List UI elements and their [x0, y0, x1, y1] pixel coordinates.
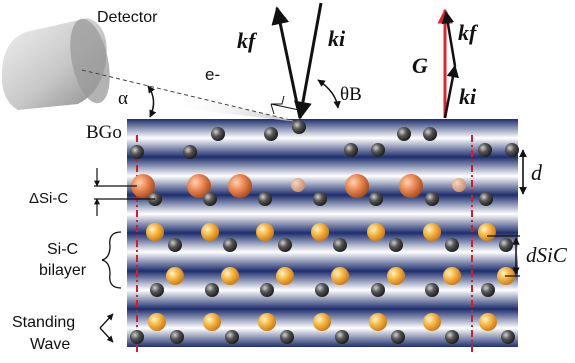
atom-c	[371, 143, 385, 157]
theta-b-label: θB	[340, 84, 362, 105]
atom-c	[264, 127, 278, 141]
atom-si	[423, 313, 441, 331]
atom-si	[221, 267, 239, 285]
atom-c	[205, 283, 219, 297]
atom-c	[478, 143, 492, 157]
atom-c	[313, 192, 327, 206]
atom-c	[260, 283, 274, 297]
atom-c	[445, 330, 459, 344]
atom-si	[313, 313, 331, 331]
atom-c	[280, 330, 294, 344]
sic-bilayer-label-1: Si-C	[47, 241, 78, 258]
kf-arrow	[271, 6, 302, 119]
atom-si	[276, 267, 294, 285]
detector-sightline	[81, 69, 300, 123]
atom-c	[369, 192, 383, 206]
atom-c	[389, 238, 403, 252]
surface-normal-hint	[270, 103, 300, 111]
right-angle-marker	[271, 95, 285, 105]
alpha-label: α	[118, 88, 128, 109]
atom-si	[166, 267, 184, 285]
atom-c	[130, 330, 144, 344]
atom-si	[148, 313, 166, 331]
atom-si	[478, 223, 496, 241]
atom-si	[399, 174, 423, 198]
kf-arrow-right	[441, 10, 457, 67]
atom-c	[445, 238, 459, 252]
atom-c	[278, 238, 292, 252]
dsic-label: dSiC	[526, 243, 568, 267]
atom-si	[228, 174, 252, 198]
atoms	[130, 120, 519, 344]
theta-arc	[317, 79, 341, 109]
atom-si	[187, 174, 211, 198]
atom-si	[256, 223, 274, 241]
atom-c	[479, 192, 493, 206]
atom-c	[425, 283, 439, 297]
atom-c	[397, 127, 411, 141]
atom-c	[223, 238, 237, 252]
detector-label: Detector	[97, 9, 158, 26]
d-label: d	[531, 160, 543, 185]
atom-c	[203, 192, 217, 206]
atom-si	[452, 178, 466, 192]
atom-c	[258, 192, 272, 206]
plane-line	[270, 103, 275, 115]
atom-c	[183, 145, 197, 159]
atom-c	[391, 330, 405, 344]
ki-arrow-right	[443, 64, 460, 119]
atom-si	[345, 174, 369, 198]
atom-c	[505, 143, 519, 157]
atom-si	[423, 223, 441, 241]
atom-c	[168, 238, 182, 252]
alpha-arc	[147, 85, 157, 118]
atom-si	[479, 313, 497, 331]
standing-label-1: Standing	[12, 314, 75, 331]
kf-label-left: kf	[237, 28, 258, 53]
atom-c	[423, 127, 437, 141]
atom-c	[499, 238, 513, 252]
atom-c	[425, 192, 439, 206]
atom-si	[311, 223, 329, 241]
bg-label: BGo	[86, 122, 122, 143]
ki-arrow	[294, 2, 323, 120]
atom-si	[201, 223, 219, 241]
atom-c	[344, 143, 358, 157]
electron-label: e-	[205, 65, 220, 84]
sic-bilayer-label-2: bilayer	[39, 262, 87, 279]
detector-icon	[1, 18, 110, 110]
atom-c	[211, 127, 225, 141]
standing-label-2: Wave	[30, 336, 70, 353]
atom-si	[387, 267, 405, 285]
delta-sic-label: ΔSi-C	[29, 190, 68, 207]
g-label: G	[412, 53, 428, 78]
atom-si	[331, 267, 349, 285]
ki-label-right: ki	[459, 84, 477, 109]
atom-c	[371, 283, 385, 297]
atom-si	[291, 178, 305, 192]
atom-c	[130, 145, 144, 159]
atom-c	[333, 238, 347, 252]
atom-c	[481, 283, 495, 297]
atom-si	[146, 223, 164, 241]
atom-si	[443, 267, 461, 285]
standing-arrow-down	[99, 327, 114, 343]
atom-c	[315, 283, 329, 297]
atom-si	[258, 313, 276, 331]
atom-c	[225, 330, 239, 344]
atom-c	[150, 283, 164, 297]
atom-si	[369, 313, 387, 331]
atom-si	[367, 223, 385, 241]
atom-c	[335, 330, 349, 344]
standing-arrow-up	[99, 313, 114, 329]
atom-c	[292, 120, 306, 134]
atom-c	[501, 330, 515, 344]
atom-si	[131, 174, 155, 198]
atom-si	[203, 313, 221, 331]
ki-label-left: ki	[328, 26, 346, 51]
atom-c	[170, 330, 184, 344]
sic-bilayer-brace	[101, 231, 122, 289]
kf-label-right: kf	[458, 20, 479, 45]
